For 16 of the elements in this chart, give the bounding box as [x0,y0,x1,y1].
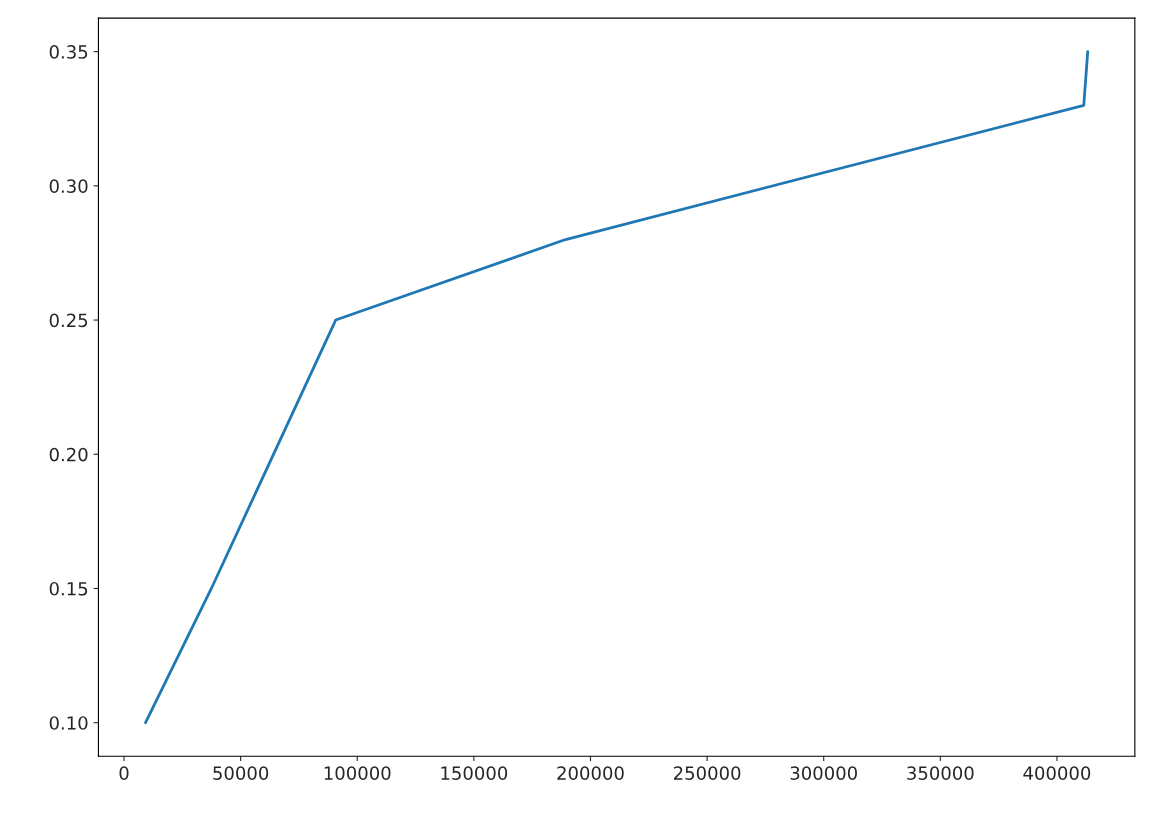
x-tick-label: 400000 [1023,766,1091,780]
y-tick-label: 0.15 [49,581,88,596]
x-tick-label: 250000 [673,766,741,780]
x-tick-label: 350000 [907,766,974,780]
y-tick-label: 0.30 [49,179,88,193]
y-tick-label: 0.20 [49,447,88,462]
line-series [144,50,1090,725]
x-tick-label: 0 [119,766,129,780]
x-tick-label: 150000 [441,766,508,780]
y-tick-label: 0.10 [49,716,88,730]
x-tick-label: 300000 [790,766,857,780]
x-tick-label: 200000 [557,766,624,780]
x-tick-label: 50000 [213,766,269,780]
x-tick-label: 100000 [324,766,391,780]
y-tick-label: 0.25 [49,313,88,328]
y-tick-label: 0.35 [49,45,88,59]
